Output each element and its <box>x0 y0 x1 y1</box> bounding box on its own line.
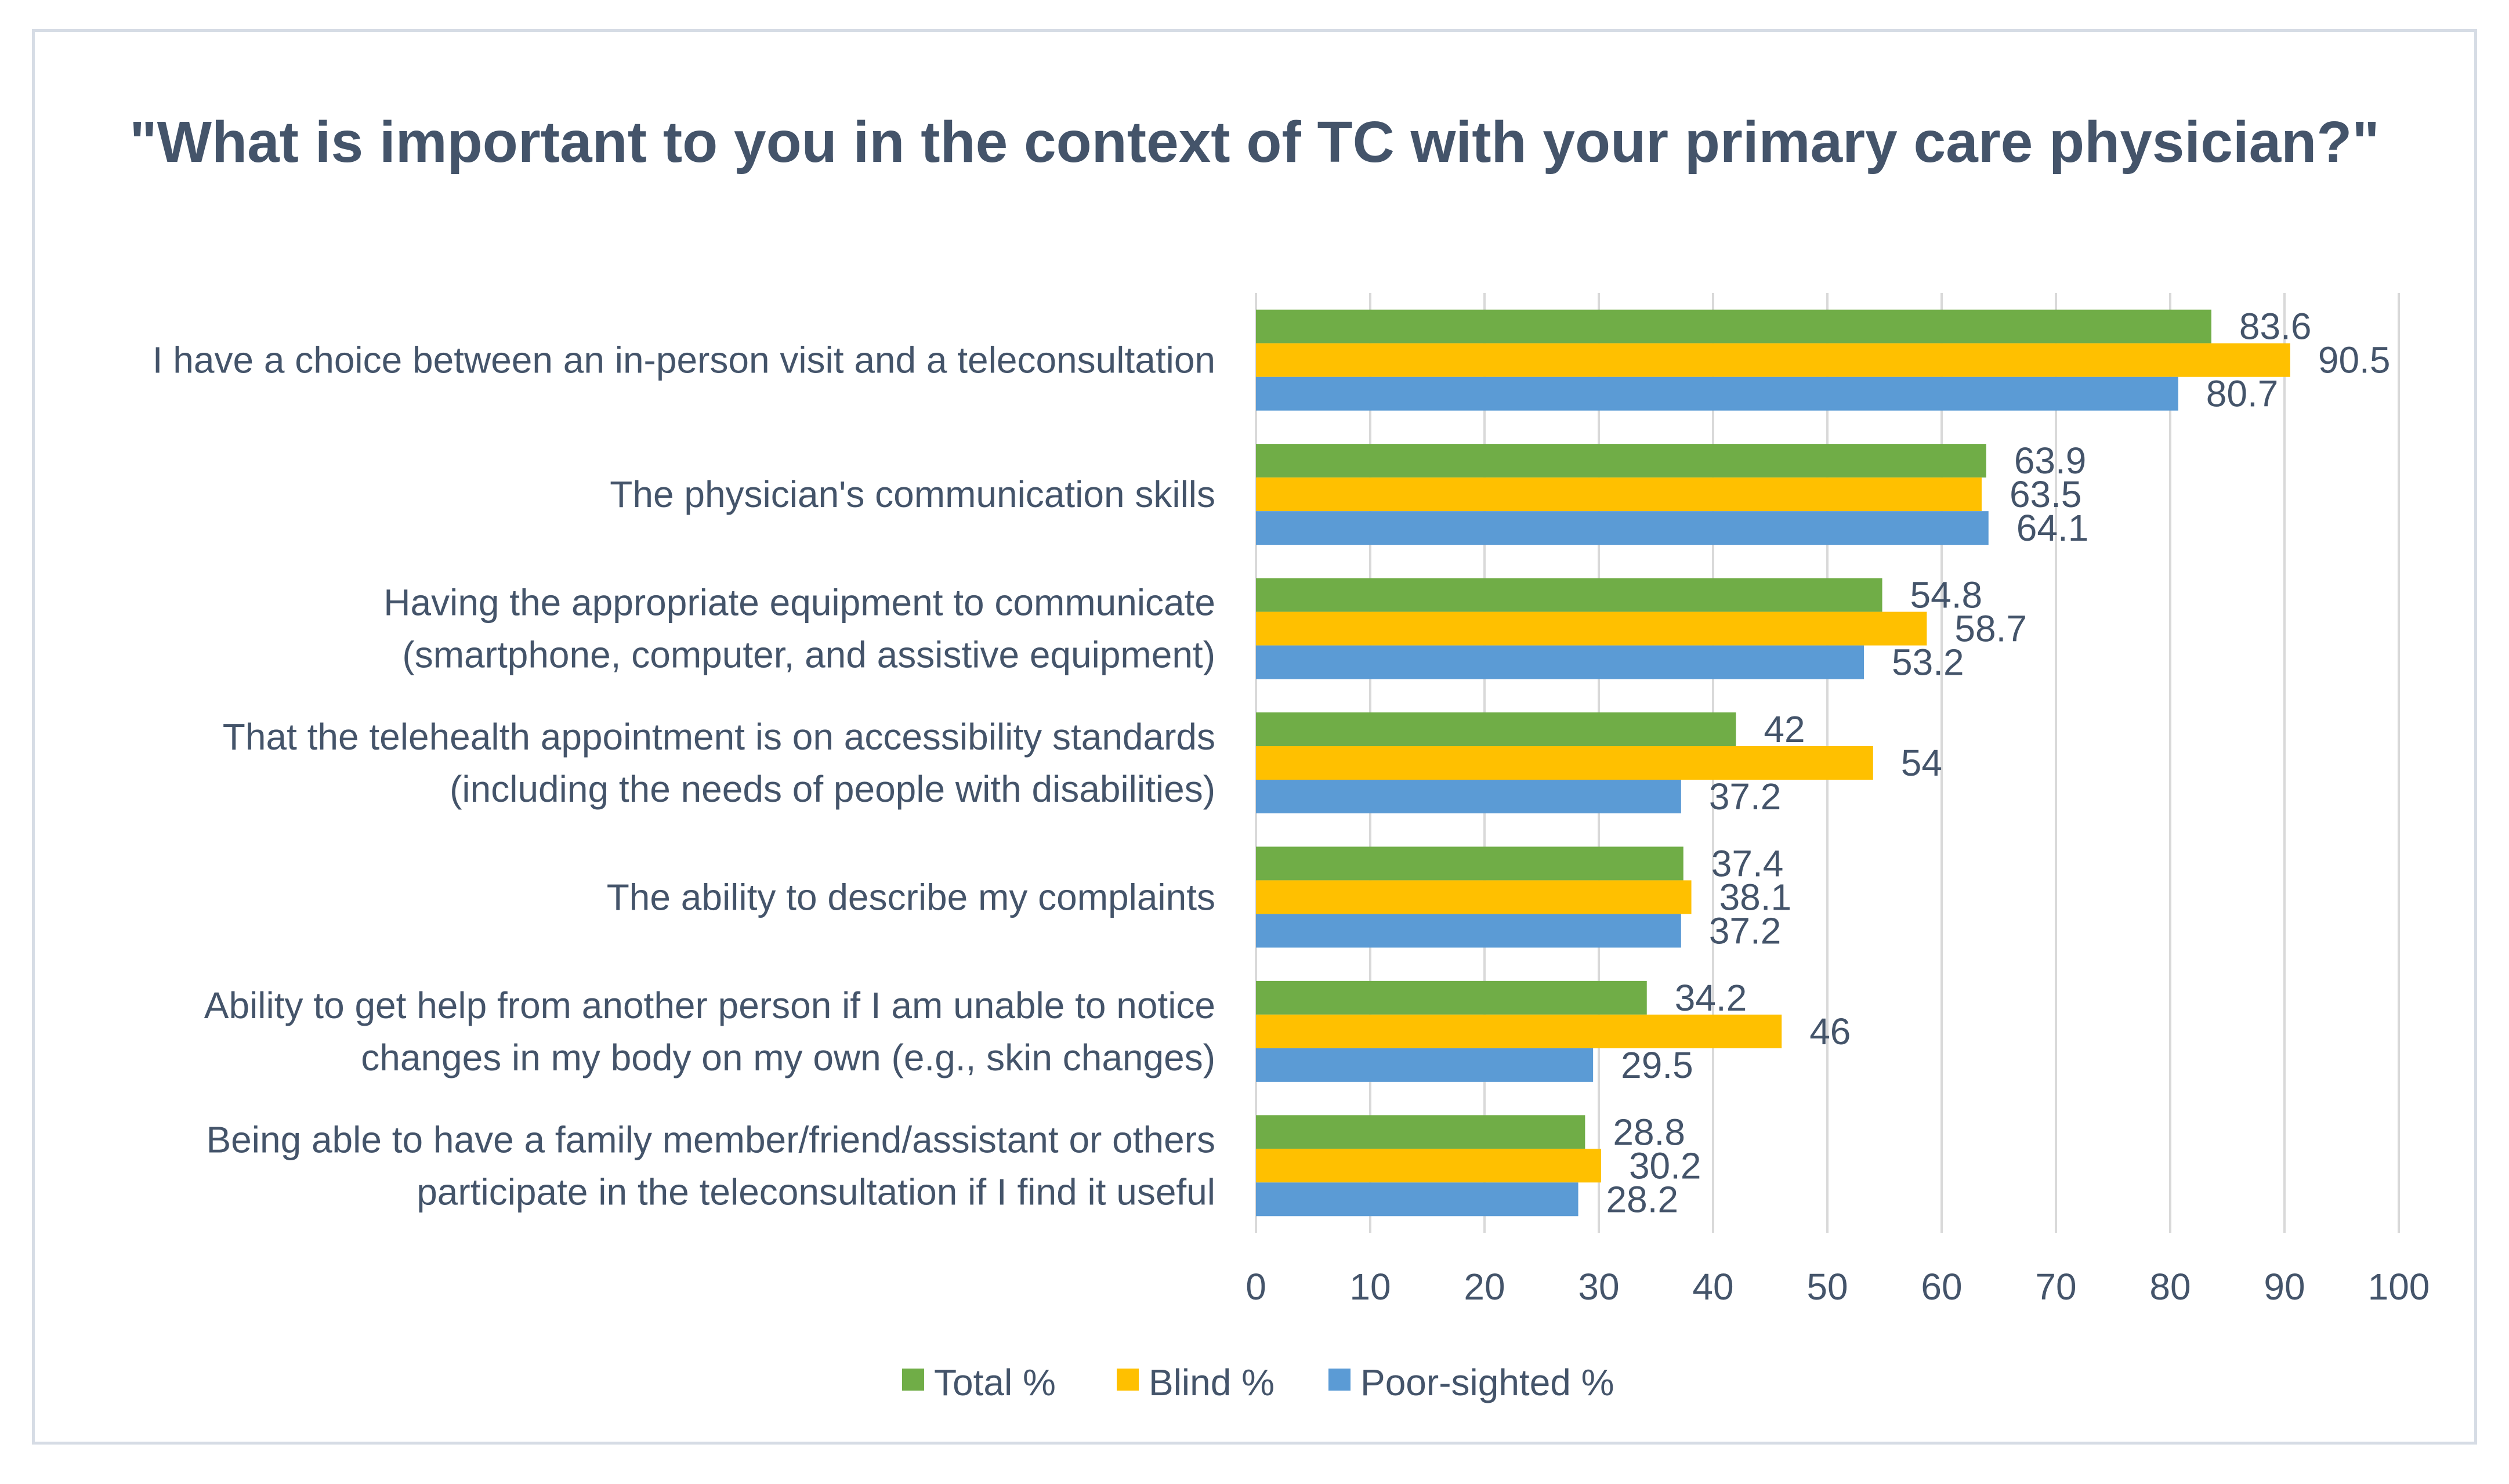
chart-frame: "What is important to you in the context… <box>32 29 2477 1445</box>
bar <box>1256 1014 1782 1048</box>
data-label: 30.2 <box>1629 1145 1701 1186</box>
x-tick-label: 60 <box>1921 1266 1962 1308</box>
x-tick-label: 10 <box>1349 1266 1391 1308</box>
category-label: (smartphone, computer, and assistive equ… <box>402 634 1215 676</box>
category-label: changes in my body on my own (e.g., skin… <box>361 1037 1215 1078</box>
bar <box>1256 980 1647 1015</box>
bar <box>1256 444 1986 478</box>
x-tick-label: 0 <box>1246 1266 1266 1308</box>
category-label: That the telehealth appointment is on ac… <box>223 716 1215 758</box>
category-label: I have a choice between an in-person vis… <box>153 339 1215 381</box>
bar <box>1256 309 2211 343</box>
data-label: 28.8 <box>1613 1111 1685 1153</box>
data-label: 58.7 <box>1954 608 2027 650</box>
bar <box>1256 746 1873 780</box>
data-label: 63.9 <box>2014 440 2087 482</box>
chart-title: "What is important to you in the context… <box>129 110 2380 175</box>
data-label: 34.2 <box>1675 977 1747 1019</box>
bar <box>1256 1149 1601 1183</box>
category-label: (including the needs of people with disa… <box>450 768 1215 810</box>
bar <box>1256 712 1736 746</box>
category-label: Being able to have a family member/frien… <box>206 1119 1215 1160</box>
data-label: 29.5 <box>1621 1044 1693 1086</box>
data-label: 42 <box>1764 708 1805 750</box>
category-label: Having the appropriate equipment to comm… <box>383 582 1215 624</box>
bar <box>1256 578 1882 612</box>
x-tick-label: 100 <box>2368 1266 2430 1308</box>
legend-label: Total % <box>934 1362 1056 1403</box>
bar <box>1256 645 1864 679</box>
bar <box>1256 477 1982 512</box>
legend-label: Poor-sighted % <box>1360 1362 1614 1403</box>
x-tick-label: 50 <box>1806 1266 1848 1308</box>
data-label: 54 <box>1901 742 1942 784</box>
bar <box>1256 343 2290 377</box>
data-label: 83.6 <box>2239 306 2312 348</box>
data-label: 38.1 <box>1719 876 1792 918</box>
data-label: 28.2 <box>1606 1178 1679 1220</box>
bar <box>1256 511 1989 545</box>
category-label: The physician's communication skills <box>610 473 1215 515</box>
legend-swatch <box>1328 1369 1351 1391</box>
legend-label: Blind % <box>1149 1362 1275 1403</box>
data-label: 63.5 <box>2010 473 2082 515</box>
data-label: 90.5 <box>2318 339 2391 381</box>
data-label: 37.4 <box>1711 842 1784 884</box>
x-tick-label: 30 <box>1578 1266 1619 1308</box>
x-tick-label: 20 <box>1464 1266 1505 1308</box>
bar <box>1256 611 1927 646</box>
bar <box>1256 846 1683 881</box>
category-label: Ability to get help from another person … <box>204 984 1215 1026</box>
category-label: The ability to describe my complaints <box>607 876 1215 918</box>
data-label: 37.2 <box>1709 776 1782 817</box>
data-label: 80.7 <box>2206 373 2279 415</box>
data-label: 64.1 <box>2016 507 2089 549</box>
bar <box>1256 880 1692 914</box>
x-tick-label: 70 <box>2035 1266 2076 1308</box>
data-label: 37.2 <box>1709 910 1782 951</box>
bar <box>1256 1182 1578 1217</box>
x-tick-label: 90 <box>2264 1266 2305 1308</box>
data-label: 53.2 <box>1892 642 1964 683</box>
bar <box>1256 377 2178 411</box>
data-label: 54.8 <box>1910 574 1983 616</box>
bar <box>1256 1048 1594 1082</box>
bar <box>1256 1115 1585 1149</box>
x-tick-label: 40 <box>1692 1266 1733 1308</box>
x-tick-label: 80 <box>2149 1266 2191 1308</box>
category-label: participate in the teleconsultation if I… <box>417 1171 1215 1212</box>
bar <box>1256 914 1681 948</box>
legend-swatch <box>902 1369 924 1391</box>
legend-swatch <box>1117 1369 1139 1391</box>
data-label: 46 <box>1809 1011 1851 1052</box>
bar <box>1256 780 1681 813</box>
